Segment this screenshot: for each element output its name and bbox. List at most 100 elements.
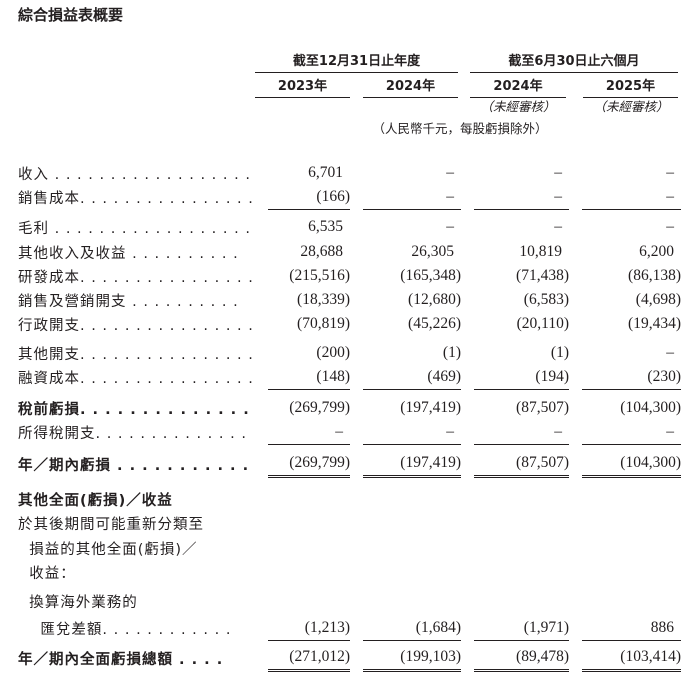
value-text: (4,698) — [635, 291, 681, 308]
row-label: 年／期內全面虧損總額 . . . . — [18, 652, 224, 668]
table-row: 收入 . . . . . . . . . . . . . . . . . . 6,… — [18, 161, 681, 185]
value-text — [562, 514, 569, 531]
value-text: (6,583) — [523, 291, 569, 308]
row-value: 26,305 — [363, 240, 461, 264]
value-text — [674, 490, 681, 507]
value-text: (87,507) — [516, 399, 569, 416]
value-text: (19,434) — [628, 315, 681, 332]
row-value — [582, 560, 681, 584]
table-row: 收益： — [18, 560, 681, 584]
row-label: 收益： — [18, 565, 76, 582]
row-value — [363, 560, 461, 584]
row-value: (166) — [268, 185, 350, 210]
row-label: 其他收入及收益 . . . . . . . . . . — [18, 245, 239, 262]
value-text: (104,300) — [620, 399, 681, 416]
row-value: – — [582, 185, 681, 210]
row-label: 銷售及營銷開支 . . . . . . . . . . — [18, 293, 239, 310]
row-value: (103,414) — [582, 645, 681, 672]
header-half-2025: 2025年 — [583, 75, 678, 98]
value-text: (45,226) — [408, 315, 461, 332]
row-value: (230) — [582, 365, 681, 390]
row-label: 銷售成本. . . . . . . . . . . . . . . . — [18, 191, 254, 207]
row-value — [268, 487, 350, 511]
row-value — [363, 511, 461, 535]
row-value: (165,348) — [363, 264, 461, 288]
value-text: – — [335, 423, 343, 440]
row-value: 886 — [582, 616, 681, 641]
value-text: – — [554, 423, 562, 440]
value-text: 10,819 — [519, 243, 562, 260]
value-text: – — [446, 218, 454, 235]
value-text — [454, 563, 461, 580]
value-text: 886 — [650, 619, 674, 636]
value-text: – — [666, 218, 674, 235]
value-text: (70,819) — [297, 315, 350, 332]
value-text: (103,414) — [620, 648, 681, 665]
row-label: 其他開支. . . . . . . . . . . . . . . . — [18, 346, 254, 363]
table-row: 稅前虧損. . . . . . . . . . . . . . . . (269,… — [18, 396, 681, 420]
row-value — [474, 560, 569, 584]
row-value: (89,478) — [474, 645, 569, 672]
row-value: (1) — [474, 341, 569, 365]
value-text — [343, 539, 350, 556]
unaudited-label: （未經審核） — [593, 99, 669, 114]
value-text — [343, 514, 350, 531]
row-label: 損益的其他全面(虧損)／ — [18, 541, 198, 558]
value-text: 6,535 — [308, 218, 343, 235]
value-text: (89,478) — [516, 648, 569, 665]
table-row: 匯兌差額. . . . . . . . . . . . (1,213) (1,684… — [18, 616, 681, 641]
row-value: – — [363, 420, 461, 445]
value-text: – — [554, 218, 562, 235]
row-value: – — [582, 215, 681, 239]
value-text: (86,138) — [628, 267, 681, 284]
value-text — [562, 563, 569, 580]
header-year-2024: 2024年 — [363, 75, 458, 98]
header-half-2024: 2024年 — [470, 75, 566, 98]
row-value: – — [474, 420, 569, 445]
value-text: (269,799) — [289, 454, 350, 471]
value-text — [674, 592, 681, 609]
row-value — [582, 589, 681, 613]
value-text: – — [554, 164, 562, 181]
value-text — [454, 490, 461, 507]
header-year-group: 截至12月31日止年度 — [255, 50, 458, 73]
table-row: 所得稅開支. . . . . . . . . . . . . . – – – – — [18, 420, 681, 445]
row-value: (199,103) — [363, 645, 461, 672]
value-text: (1,684) — [415, 619, 461, 636]
value-text — [343, 563, 350, 580]
table-row: 換算海外業務的 — [18, 589, 681, 613]
page-title: 綜合損益表概要 — [18, 6, 124, 24]
value-text: (1) — [442, 344, 461, 361]
row-label: 行政開支. . . . . . . . . . . . . . . . — [18, 317, 254, 334]
value-text: (71,438) — [516, 267, 569, 284]
value-text: (197,419) — [400, 454, 461, 471]
value-text — [454, 592, 461, 609]
unit-note: （人民幣千元，每股虧損除外） — [372, 121, 548, 136]
row-value — [268, 589, 350, 613]
value-text: (215,516) — [289, 267, 350, 284]
table-row: 年／期內全面虧損總額 . . . . (271,012) (199,103) (89,… — [18, 645, 681, 672]
value-text: (199,103) — [400, 648, 461, 665]
table-row: 損益的其他全面(虧損)／ — [18, 536, 681, 560]
row-value — [363, 487, 461, 511]
table-row: 行政開支. . . . . . . . . . . . . . . . (70,8… — [18, 312, 681, 336]
value-text: – — [554, 188, 562, 205]
value-text: (269,799) — [289, 399, 350, 416]
value-text: 28,688 — [300, 243, 343, 260]
value-text: – — [446, 188, 454, 205]
row-value: 6,535 — [268, 215, 350, 239]
row-value: (45,226) — [363, 312, 461, 336]
value-text — [674, 514, 681, 531]
table-row: 研發成本. . . . . . . . . . . . . . . . (215,… — [18, 264, 681, 288]
row-value: (70,819) — [268, 312, 350, 336]
row-value: (1,684) — [363, 616, 461, 641]
value-text — [562, 490, 569, 507]
row-label: 收入 . . . . . . . . . . . . . . . . . . — [18, 166, 251, 183]
value-text: (20,110) — [516, 315, 569, 332]
row-value: (71,438) — [474, 264, 569, 288]
row-value: – — [474, 215, 569, 239]
row-value: (86,138) — [582, 264, 681, 288]
row-label: 年／期內虧損 . . . . . . . . . . . — [18, 458, 250, 474]
row-value: (1) — [363, 341, 461, 365]
row-value: – — [582, 420, 681, 445]
